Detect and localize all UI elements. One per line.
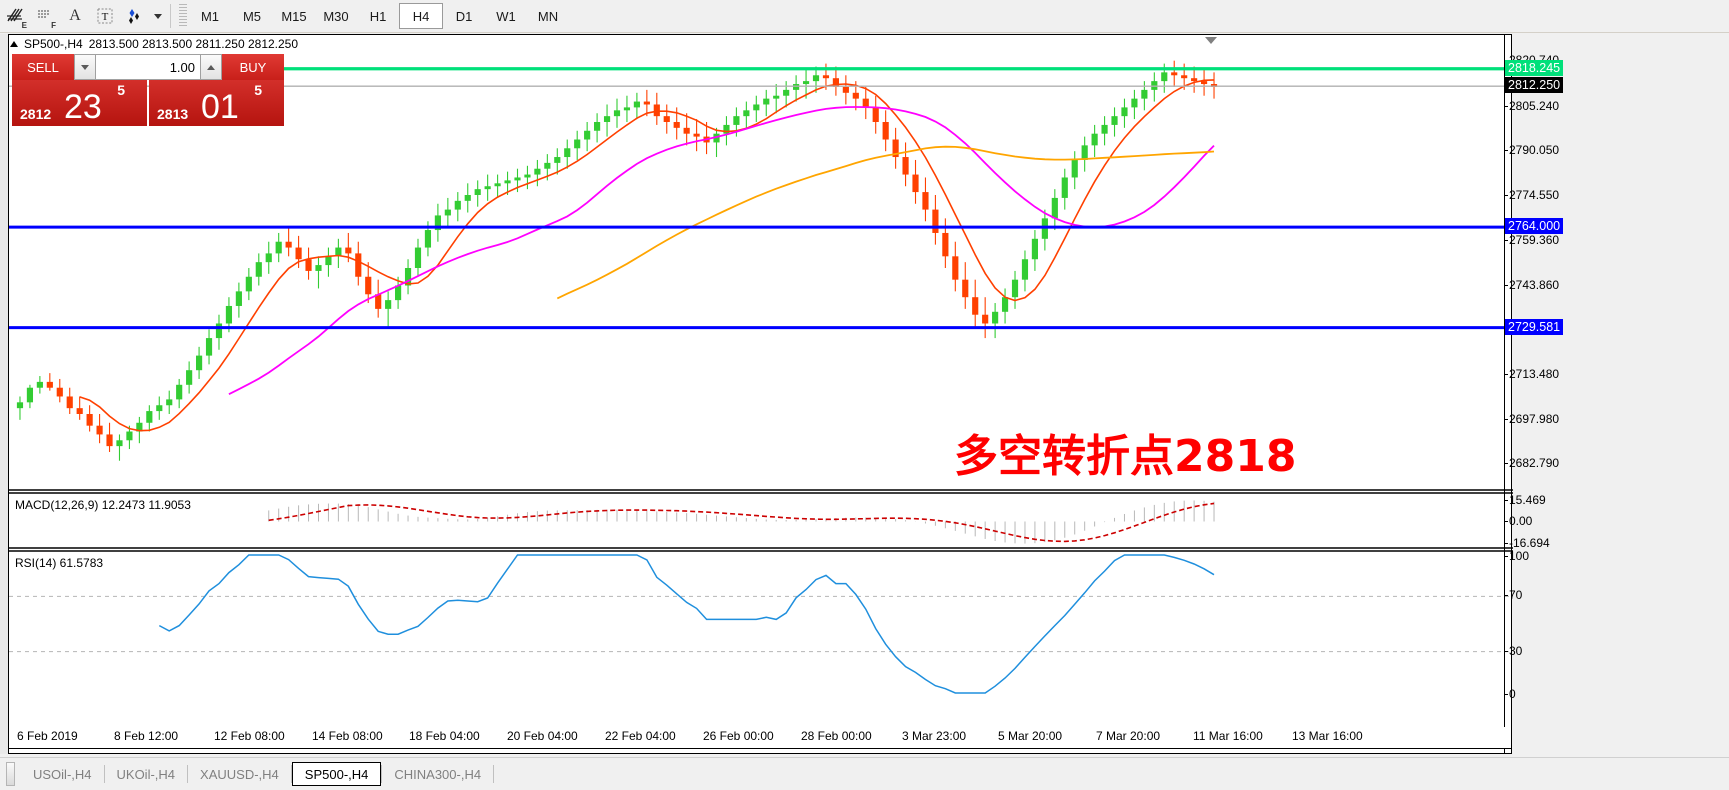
candlestick-svg [9, 37, 1513, 694]
oct-price-row: 2812 23 5 2813 01 5 [12, 80, 284, 126]
timeframe-mn[interactable]: MN [537, 8, 559, 24]
volume-decrease-button[interactable] [74, 54, 96, 80]
tab-divider [290, 765, 292, 783]
one-click-trading-panel[interactable]: SELL 1.00 BUY 2812 23 5 2813 01 5 [12, 54, 284, 126]
timeframe-h1[interactable]: H1 [369, 8, 387, 24]
tab-divider [187, 765, 189, 783]
time-axis-label: 28 Feb 00:00 [801, 729, 872, 743]
tabs-grip[interactable] [6, 762, 15, 786]
tab-xauusd-h4[interactable]: XAUUSD-,H4 [200, 766, 279, 782]
buy-price-prefix: 2813 [157, 106, 189, 122]
time-axis-label: 11 Mar 16:00 [1193, 729, 1263, 743]
buy-button-label[interactable]: BUY [222, 54, 284, 80]
time-axis-label: 5 Mar 20:00 [998, 729, 1063, 743]
sell-price-fraction: 5 [117, 82, 125, 98]
time-axis-label: 26 Feb 00:00 [703, 729, 774, 743]
timeframe-h4[interactable]: H4 [399, 3, 443, 29]
buy-price-fraction: 5 [254, 82, 262, 98]
chart-symbol-bar: SP500-,H4 2813.500 2813.500 2811.250 281… [10, 36, 298, 52]
price-axis-line [1504, 34, 1505, 754]
indicator-axis-tick: 0 [1504, 687, 1516, 701]
sell-price-button[interactable]: 2812 23 5 [12, 80, 147, 126]
sell-price-big: 23 [64, 88, 102, 126]
chart-canvas[interactable]: MACD(12,26,9) 12.2473 11.9053 RSI(14) 61… [8, 34, 1513, 755]
tab-divider [103, 765, 105, 783]
level-2764-tag: 2764.000 [1505, 218, 1564, 235]
tab-divider [493, 765, 495, 783]
price-axis-tick: 2682.790 [1504, 456, 1559, 470]
timeframe-toolbar-grip[interactable] [179, 4, 187, 28]
indicator-axis-tick: -16.694 [1504, 536, 1550, 550]
collapse-triangle-icon[interactable] [10, 41, 18, 47]
timeframe-d1[interactable]: D1 [455, 8, 473, 24]
volume-increase-button[interactable] [200, 54, 222, 80]
indicator-axis-tick: 100 [1504, 549, 1529, 563]
tab-divider [381, 765, 383, 783]
indicator-axis-tick: 15.469 [1504, 493, 1546, 507]
text-object-icon[interactable]: T [90, 2, 120, 30]
time-axis-label: 18 Feb 04:00 [409, 729, 480, 743]
chart-symbol-label: SP500-,H4 [24, 37, 83, 51]
tab-ukoil-h4[interactable]: UKOil-,H4 [116, 766, 176, 782]
sell-price-prefix: 2812 [20, 106, 52, 122]
text-label-icon[interactable]: A [69, 7, 81, 24]
tab-china300-h4[interactable]: CHINA300-,H4 [394, 766, 482, 782]
time-axis-label: 7 Mar 20:00 [1096, 729, 1161, 743]
chart-plot-area [9, 35, 1513, 755]
oct-header-row: SELL 1.00 BUY [12, 54, 284, 80]
price-axis-tick: 2774.550 [1504, 188, 1559, 202]
volume-input[interactable]: 1.00 [96, 54, 200, 80]
expert-advisor-icon[interactable]: E [0, 2, 30, 30]
time-axis-label: 6 Feb 2019 [17, 729, 78, 743]
chart-ohlc-values: 2813.500 2813.500 2811.250 2812.250 [88, 37, 299, 51]
chart-tabs-bar: USOil-,H4 UKOil-,H4 XAUUSD-,H4 SP500-,H4… [0, 757, 1729, 790]
timeframe-m30[interactable]: M30 [323, 8, 349, 24]
tab-usoil-h4[interactable]: USOil-,H4 [33, 766, 92, 782]
time-axis-label: 22 Feb 04:00 [605, 729, 676, 743]
indicators-grid-icon[interactable]: F [30, 2, 60, 30]
chevron-up-icon [207, 64, 215, 70]
objects-list-icon[interactable] [120, 2, 150, 30]
timeframe-m15[interactable]: M15 [281, 8, 307, 24]
chevron-down-icon [81, 64, 89, 70]
price-axis-tick: 2743.860 [1504, 278, 1559, 292]
indicator-axis-tick: 0.00 [1504, 514, 1532, 528]
last-price-tag: 2812.250 [1505, 77, 1564, 94]
resistance-price-tag: 2818.245 [1505, 59, 1564, 76]
buy-price-big: 01 [201, 88, 239, 126]
price-axis[interactable]: 2820.7402805.2402790.0502774.5502759.360… [1504, 34, 1574, 754]
time-axis-label: 13 Mar 16:00 [1292, 729, 1363, 743]
volume-stepper[interactable]: 1.00 [74, 54, 222, 80]
indicator-axis-tick: 70 [1504, 588, 1522, 602]
timeframe-w1[interactable]: W1 [496, 8, 516, 24]
time-axis[interactable]: 6 Feb 2019 8 Feb 12:00 12 Feb 08:00 14 Feb … [8, 727, 1512, 749]
price-axis-tick: 2713.480 [1504, 367, 1559, 381]
time-axis-label: 14 Feb 08:00 [312, 729, 383, 743]
buy-price-button[interactable]: 2813 01 5 [149, 80, 284, 126]
level-2729-tag: 2729.581 [1505, 318, 1564, 335]
time-axis-label: 20 Feb 04:00 [507, 729, 578, 743]
price-axis-tick: 2759.360 [1504, 233, 1559, 247]
price-axis-tick: 2697.980 [1504, 412, 1559, 426]
macd-indicator-label: MACD(12,26,9) 12.2473 11.9053 [15, 498, 191, 512]
indicator-axis-tick: 30 [1504, 644, 1522, 658]
main-toolbar: E F A T [0, 0, 1729, 33]
chart-annotation-text: 多空转折点2818 [954, 431, 1297, 482]
rsi-indicator-label: RSI(14) 61.5783 [15, 556, 104, 570]
tab-sp500-h4[interactable]: SP500-,H4 [291, 762, 382, 786]
time-axis-label: 12 Feb 08:00 [214, 729, 285, 743]
objects-dropdown-arrow-icon[interactable] [150, 2, 164, 30]
time-axis-label: 3 Mar 23:00 [902, 729, 967, 743]
chevron-down-icon [153, 13, 162, 19]
svg-text:T: T [102, 11, 109, 23]
timeframe-m1[interactable]: M1 [200, 8, 220, 24]
time-axis-label: 8 Feb 12:00 [114, 729, 179, 743]
toolbar-divider [170, 4, 171, 28]
price-axis-tick: 2805.240 [1504, 99, 1559, 113]
sell-button-label[interactable]: SELL [12, 54, 74, 80]
price-axis-tick: 2790.050 [1504, 143, 1559, 157]
timeframe-m5[interactable]: M5 [242, 8, 262, 24]
